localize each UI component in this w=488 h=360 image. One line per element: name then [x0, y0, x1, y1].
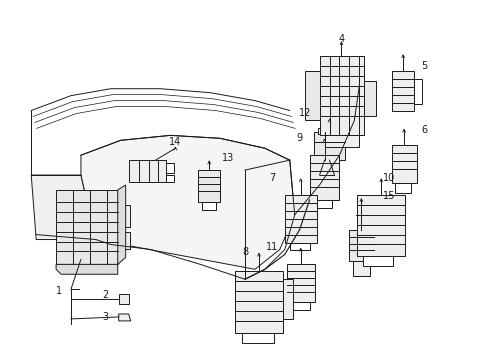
- Bar: [166, 163, 174, 173]
- Bar: [289, 243, 309, 251]
- Bar: [198, 170, 220, 202]
- Bar: [317, 129, 339, 134]
- Text: 1: 1: [56, 286, 62, 296]
- Bar: [282, 279, 292, 319]
- Bar: [118, 231, 129, 249]
- Bar: [202, 202, 216, 210]
- Bar: [166, 175, 174, 182]
- Bar: [314, 200, 332, 208]
- Polygon shape: [119, 314, 130, 321]
- Text: 5: 5: [420, 61, 426, 71]
- Polygon shape: [31, 175, 96, 239]
- Bar: [242, 333, 273, 343]
- Bar: [349, 230, 373, 261]
- Bar: [284, 195, 316, 243]
- Text: 13: 13: [222, 153, 234, 163]
- Text: 8: 8: [242, 247, 247, 257]
- Text: 7: 7: [268, 173, 274, 183]
- Bar: [56, 190, 118, 264]
- Bar: [364, 81, 375, 116]
- Bar: [128, 160, 166, 182]
- Polygon shape: [118, 185, 125, 264]
- Bar: [309, 155, 339, 200]
- Text: 15: 15: [382, 191, 395, 201]
- Text: 14: 14: [169, 137, 181, 147]
- Bar: [353, 261, 369, 276]
- Bar: [413, 79, 421, 104]
- Text: 11: 11: [265, 243, 277, 252]
- Bar: [119, 294, 128, 304]
- Bar: [357, 195, 404, 256]
- Text: 12: 12: [298, 108, 310, 117]
- Polygon shape: [56, 264, 118, 274]
- Bar: [363, 256, 392, 266]
- Bar: [118, 205, 129, 227]
- Bar: [391, 71, 413, 111]
- Bar: [304, 71, 319, 121]
- Text: 4: 4: [338, 34, 344, 44]
- Bar: [235, 271, 282, 333]
- Bar: [394, 183, 410, 193]
- Bar: [313, 132, 345, 160]
- Text: 6: 6: [420, 125, 426, 135]
- Bar: [324, 135, 359, 147]
- Text: 2: 2: [102, 290, 109, 300]
- Bar: [319, 56, 364, 135]
- Text: 10: 10: [382, 173, 394, 183]
- Bar: [391, 145, 416, 183]
- Polygon shape: [81, 135, 294, 269]
- Text: 3: 3: [102, 312, 109, 322]
- Text: 9: 9: [296, 133, 302, 143]
- Bar: [286, 264, 314, 302]
- Bar: [291, 302, 309, 310]
